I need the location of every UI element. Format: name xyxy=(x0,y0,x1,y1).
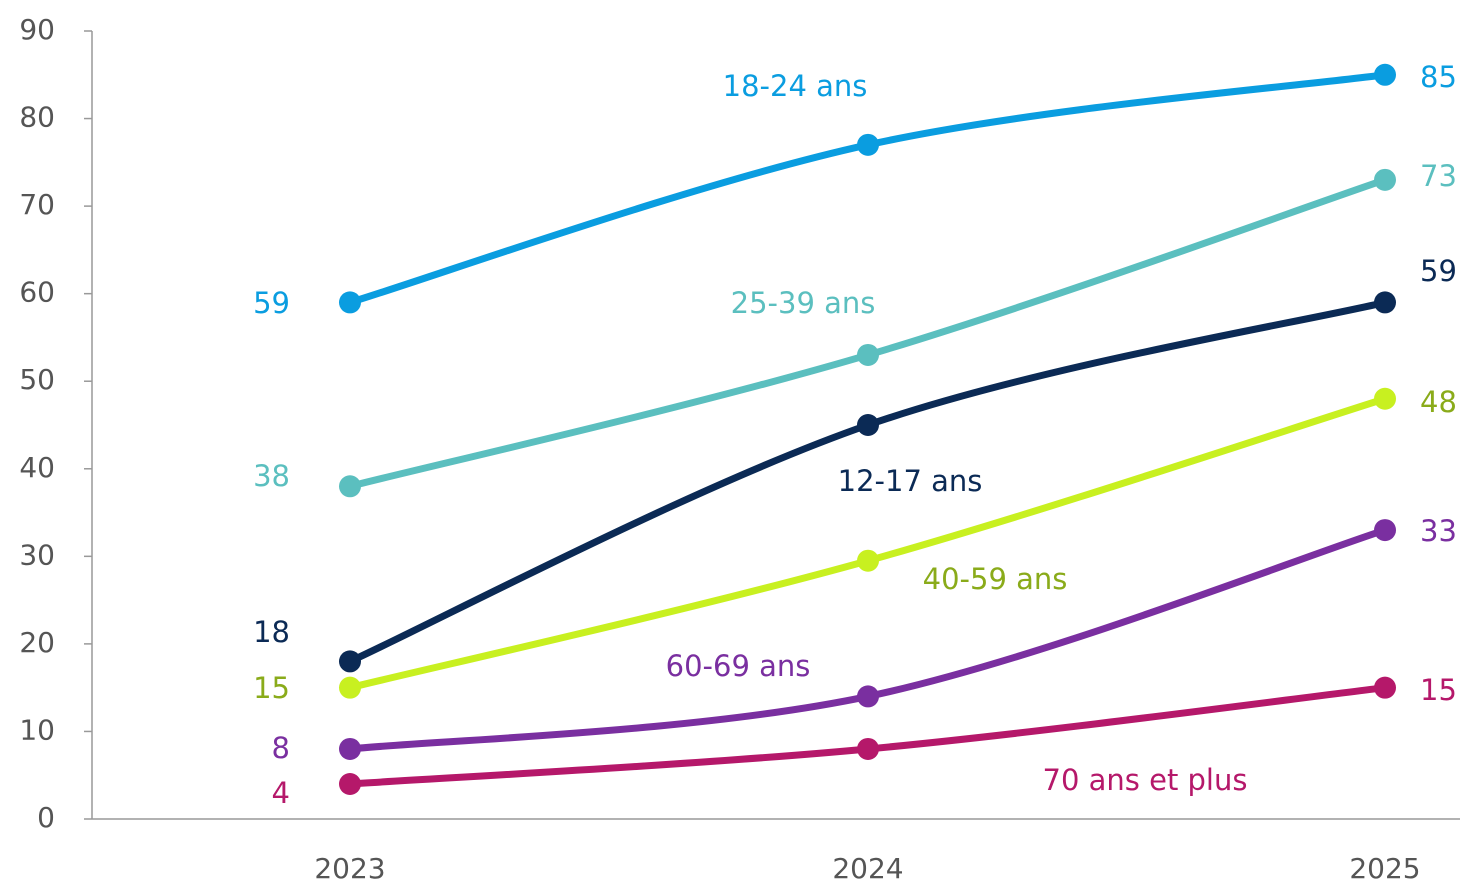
y-tick-label: 30 xyxy=(19,538,55,571)
point xyxy=(857,414,879,436)
point xyxy=(1374,63,1396,86)
y-tick-label: 40 xyxy=(19,451,55,484)
data-label: 59 xyxy=(253,286,290,320)
y-tick-label: 80 xyxy=(19,101,55,134)
series-line xyxy=(346,395,1389,692)
data-label: 38 xyxy=(253,459,290,493)
point xyxy=(1374,168,1396,191)
series-label: 12-17 ans xyxy=(838,464,983,498)
point xyxy=(857,133,879,156)
x-tick-label: 2023 xyxy=(314,852,385,885)
series-label: 40-59 ans xyxy=(923,562,1068,596)
series-line xyxy=(346,71,1389,306)
data-label: 4 xyxy=(272,776,290,810)
point xyxy=(857,685,879,708)
x-tick-label: 2024 xyxy=(832,852,903,885)
data-label: 15 xyxy=(1420,673,1457,707)
point xyxy=(857,549,879,572)
point xyxy=(1374,519,1396,542)
data-label: 85 xyxy=(1420,60,1457,94)
data-label: 48 xyxy=(1420,385,1457,419)
y-tick-label: 90 xyxy=(19,13,55,46)
point xyxy=(1374,676,1396,699)
y-tick-label: 20 xyxy=(19,626,55,659)
point xyxy=(857,343,879,366)
y-tick-label: 60 xyxy=(19,276,55,309)
y-tick-label: 10 xyxy=(19,713,55,746)
data-label: 73 xyxy=(1420,159,1457,193)
series-label: 70 ans et plus xyxy=(1043,763,1248,797)
data-label: 8 xyxy=(272,731,290,765)
point xyxy=(1374,387,1396,410)
point xyxy=(857,737,879,760)
point xyxy=(339,737,361,760)
point xyxy=(339,772,361,795)
data-label: 33 xyxy=(1420,514,1457,548)
point xyxy=(339,650,361,673)
data-label: 15 xyxy=(253,671,290,705)
data-label: 59 xyxy=(1420,254,1457,288)
y-tick-label: 50 xyxy=(19,363,55,396)
point xyxy=(339,475,361,498)
point xyxy=(339,291,361,314)
series-label: 18-24 ans xyxy=(723,69,868,103)
series-label: 25-39 ans xyxy=(731,286,876,320)
y-tick-label: 0 xyxy=(37,801,55,834)
series-label: 60-69 ans xyxy=(666,649,811,683)
point xyxy=(339,676,361,699)
y-tick-label: 70 xyxy=(19,188,55,221)
point xyxy=(1374,291,1396,314)
x-tick-label: 2025 xyxy=(1349,852,1420,885)
data-label: 18 xyxy=(253,615,290,649)
